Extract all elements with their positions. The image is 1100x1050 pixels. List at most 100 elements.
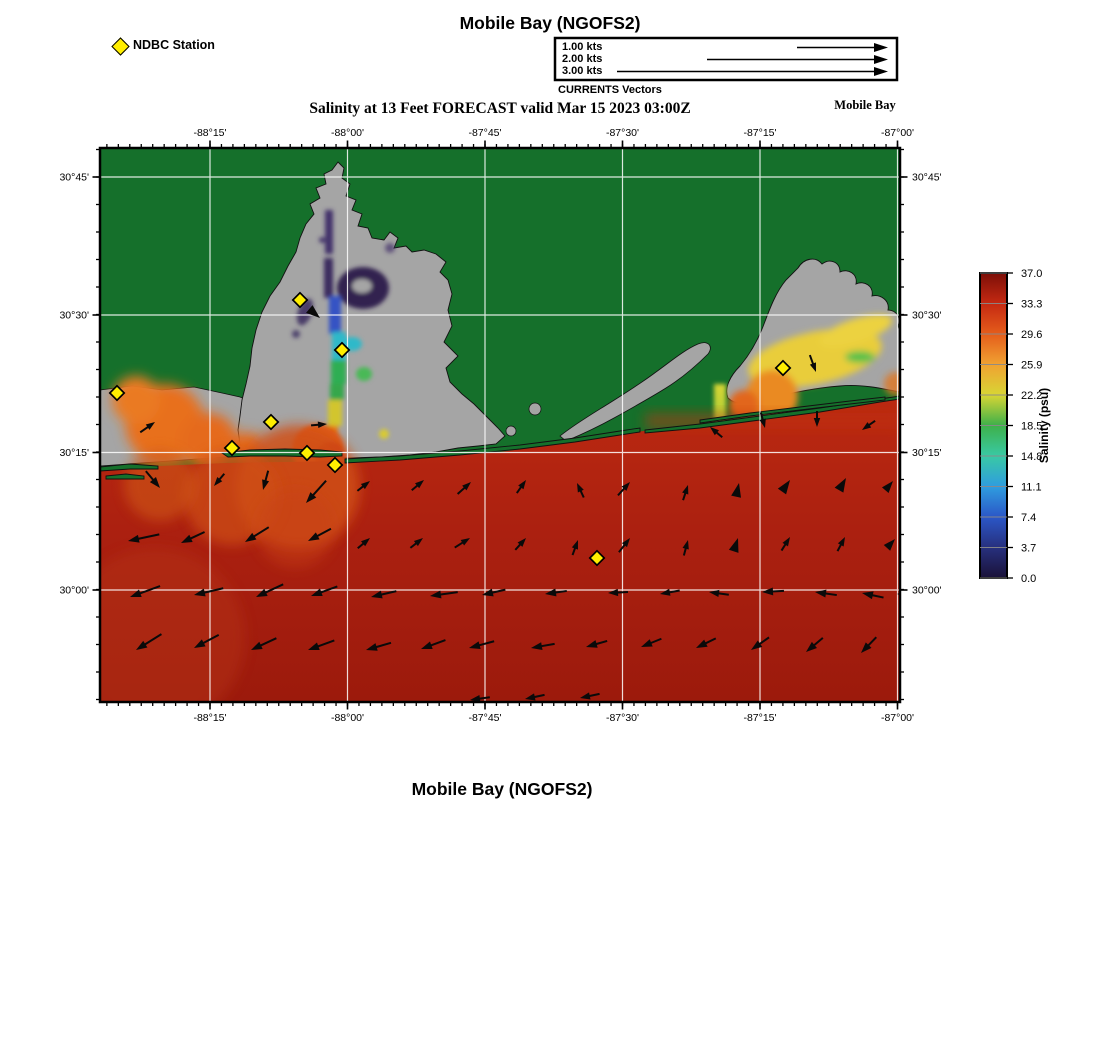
current-vector-arrow (682, 485, 689, 501)
mobile-bay-mask (237, 161, 506, 459)
current-vector-arrow (308, 639, 335, 650)
axis-ticks (92, 140, 908, 710)
current-vector-arrow (580, 692, 600, 700)
current-vector-arrow (251, 637, 277, 650)
current-vector-arrow (366, 641, 392, 651)
current-vector-arrow (808, 354, 816, 372)
current-vector-arrow (306, 480, 327, 503)
current-vector-arrow (759, 412, 766, 428)
lat-tick-label-left: 30°45' (59, 172, 89, 184)
figure-title-bottom: Mobile Bay (NGOFS2) (411, 779, 593, 799)
current-vector-arrow (136, 633, 162, 650)
current-vector-arrow (469, 640, 495, 649)
current-vector-arrow (514, 538, 526, 551)
ndbc-station-marker (262, 413, 280, 431)
lat-tick-label-right: 30°30' (912, 310, 942, 322)
current-vector-arrow (834, 478, 846, 493)
lat-tick-label-right: 30°00' (912, 585, 942, 597)
legend-arrow (617, 67, 888, 76)
current-vector-arrow (682, 540, 689, 556)
colorbar-tick-label: 11.1 (1021, 482, 1042, 494)
current-vector-arrow (262, 470, 270, 490)
current-vector-arrow (310, 421, 327, 429)
current-vector-arrow (470, 695, 490, 702)
currents-legend-title: CURRENTS Vectors (558, 84, 662, 96)
current-vector-arrow (617, 482, 630, 497)
lat-tick-label-right: 30°45' (912, 172, 942, 184)
current-vector-arrow (371, 590, 397, 599)
current-vector-arrow (836, 537, 845, 552)
colorbar-axis-label: Salinity (psu) (1037, 388, 1051, 463)
lon-tick-label-top: -87°45' (468, 127, 501, 139)
current-vector-arrow (194, 633, 220, 648)
current-vector-arrow (130, 585, 161, 597)
current-vector-arrow (128, 533, 160, 543)
lon-tick-label-top: -87°30' (606, 127, 639, 139)
current-vector-arrow (862, 591, 884, 600)
axis-labels: -88°15' -88°15' -88°00' -88°00' -87°45' -87°4… (59, 127, 941, 724)
lat-tick-label-left: 30°30' (59, 310, 89, 322)
current-vector-arrow (454, 538, 470, 549)
lon-tick-label-top: -88°00' (331, 127, 364, 139)
current-vector-arrow (311, 585, 338, 596)
legend-speed-1: 1.00 kts (562, 41, 603, 53)
current-vector-arrow (571, 540, 578, 556)
region-label: Mobile Bay (834, 98, 896, 112)
current-vector-arrow (780, 537, 790, 552)
current-vector-arrow (709, 589, 729, 597)
current-vector-arrow (456, 482, 471, 495)
colorbar-tick-label: 22.2 (1021, 390, 1042, 402)
lat-tick-label-left: 30°15' (59, 447, 89, 459)
current-vector-arrow (751, 636, 770, 650)
ndbc-station-marker (223, 439, 241, 457)
lon-tick-label-bottom: -88°00' (331, 712, 364, 724)
ndbc-stations-layer (108, 291, 792, 567)
ndbc-station-marker (108, 384, 126, 402)
current-vector-arrow (194, 587, 224, 597)
lon-tick-label-bottom: -87°30' (606, 712, 639, 724)
lon-tick-label-bottom: -87°00' (881, 712, 914, 724)
current-vector-arrow (256, 583, 284, 597)
ndbc-station-marker (333, 341, 351, 359)
current-vector-arrow (813, 411, 821, 427)
current-vector-arrow (181, 531, 205, 543)
current-vector-arrow (411, 480, 424, 492)
colorbar-tick-label: 3.7 (1021, 543, 1036, 555)
legend-arrow (797, 43, 888, 52)
lon-tick-label-top: -87°15' (743, 127, 776, 139)
current-vector-arrow (762, 587, 785, 596)
colorbar-tick-label: 29.6 (1021, 329, 1042, 341)
ndbc-station-marker (291, 291, 309, 309)
figure-title-top: Mobile Bay (NGOFS2) (459, 13, 641, 33)
map-geography (100, 148, 900, 702)
lon-tick-label-bottom: -87°45' (468, 712, 501, 724)
lon-tick-label-bottom: -87°15' (743, 712, 776, 724)
currents-legend-arrows (617, 43, 888, 76)
colorbar-tick-label: 37.0 (1021, 268, 1042, 280)
ndbc-station-marker (588, 549, 606, 567)
ndbc-station-legend-label: NDBC Station (133, 38, 215, 52)
ndbc-station-marker (298, 444, 316, 462)
current-vector-arrow (660, 588, 680, 596)
current-vector-arrow (356, 481, 370, 492)
lon-tick-label-top: -87°00' (881, 127, 914, 139)
figure-subtitle: Salinity at 13 Feet FORECAST valid Mar 1… (309, 100, 691, 117)
current-vector-arrow (806, 637, 824, 652)
current-vector-arrow (525, 693, 545, 701)
current-vector-arrow (728, 538, 739, 553)
legend-speed-2: 2.00 kts (562, 53, 603, 65)
current-vector-arrow (815, 589, 837, 598)
current-vectors-layer (128, 305, 900, 702)
current-vector-arrow (641, 637, 662, 647)
current-vector-arrow (214, 473, 226, 486)
current-vector-arrow (861, 636, 878, 653)
current-vector-arrow (516, 480, 526, 494)
current-vector-arrow (777, 480, 790, 495)
colorbar-tick-label: 33.3 (1021, 299, 1042, 311)
current-vector-arrow (421, 639, 446, 649)
current-vector-arrow (545, 588, 567, 597)
lon-tick-label-bottom: -88°15' (193, 712, 226, 724)
colorbar: 0.0 3.7 7.4 11.1 14.8 18.5 22.2 25.9 29.6 33.3 37.… (979, 268, 1051, 585)
current-vector-arrow (608, 588, 629, 597)
lat-tick-label-left: 30°00' (59, 585, 89, 597)
